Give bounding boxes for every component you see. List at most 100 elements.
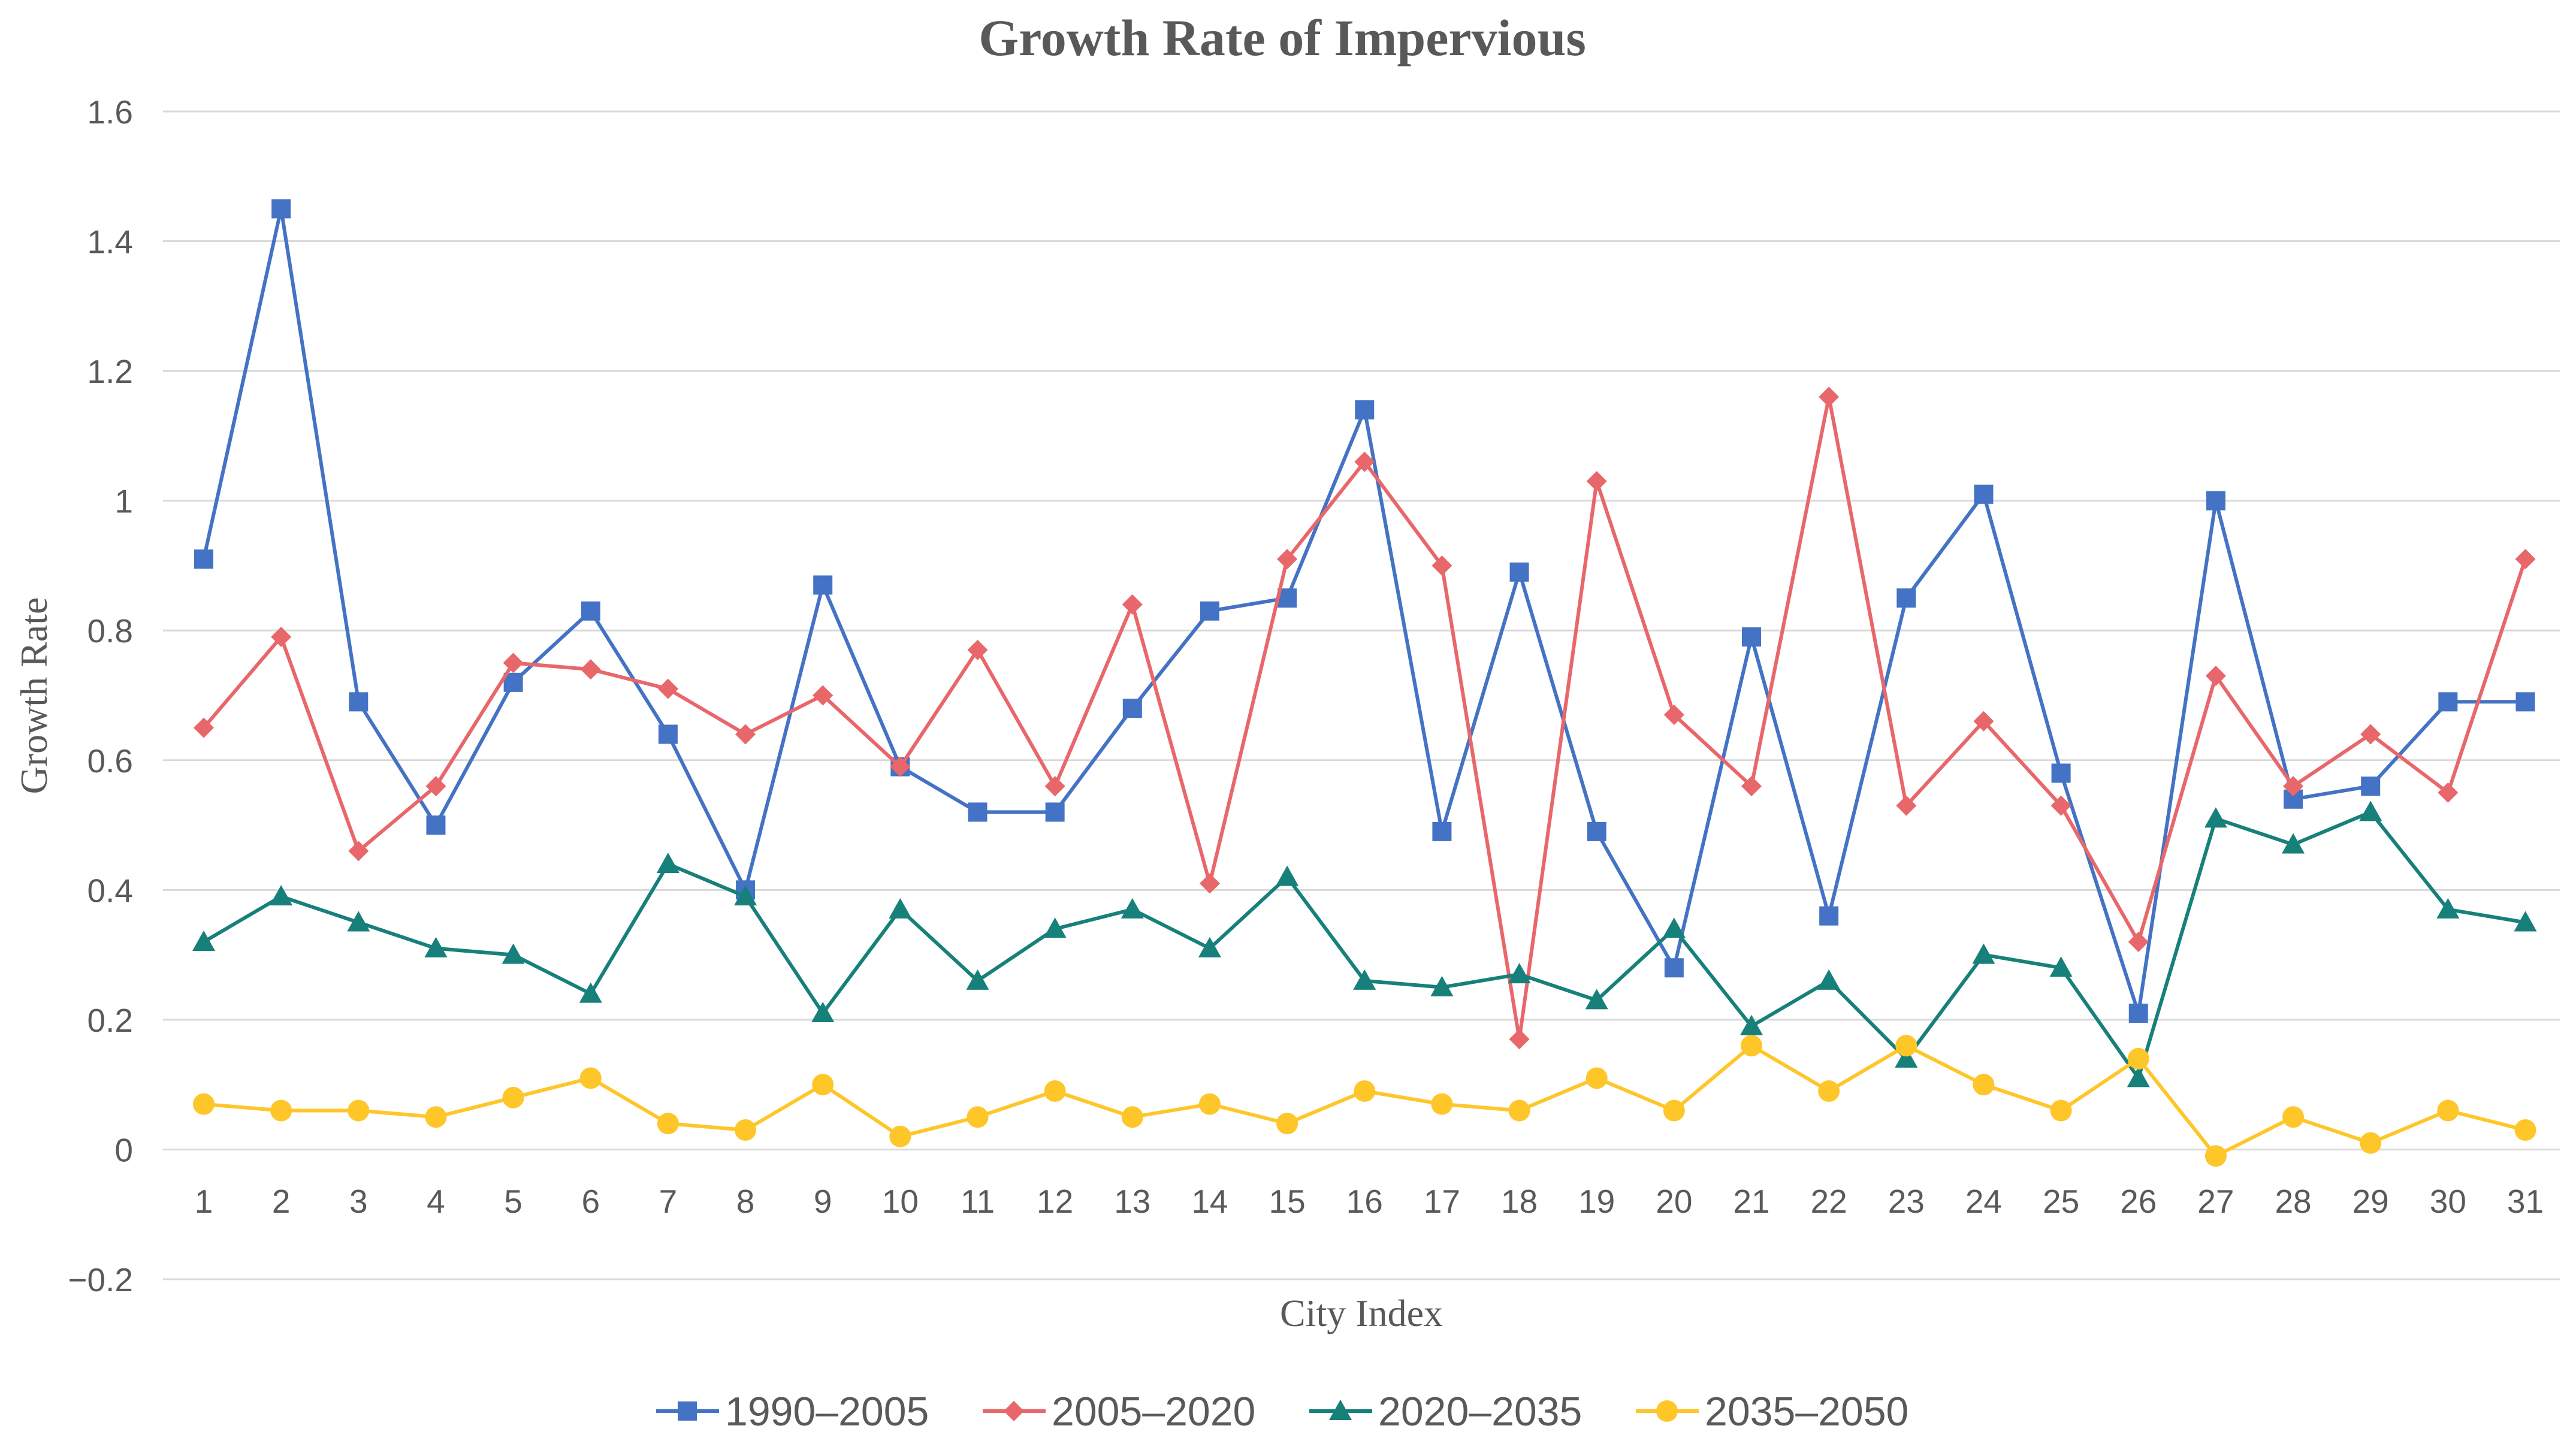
data-point (2437, 1099, 2459, 1122)
data-point (1974, 484, 1994, 504)
data-point (967, 1106, 989, 1128)
legend-item: 2035–2050 (1636, 1389, 1908, 1434)
data-point (2127, 1067, 2150, 1087)
data-point (502, 1086, 524, 1108)
data-point (1895, 1047, 1918, 1068)
x-tick-label: 7 (659, 1183, 678, 1220)
data-point (193, 1093, 215, 1115)
data-point (1354, 1080, 1376, 1102)
data-point (2361, 777, 2381, 796)
data-point (1742, 627, 1761, 647)
data-point (425, 776, 446, 797)
legend-item: 2005–2020 (983, 1389, 1255, 1434)
data-point (271, 199, 291, 219)
legend: 1990–2005 2005–2020 2020–2035 2035–2050 (656, 1389, 1908, 1434)
data-point (192, 930, 215, 951)
data-point (2049, 956, 2073, 977)
data-point (194, 549, 213, 569)
x-tick-label: 31 (2507, 1183, 2544, 1220)
legend-label: 2035–2050 (1705, 1389, 1908, 1434)
x-tick-label: 29 (2352, 1183, 2389, 1220)
x-tick-label: 9 (814, 1183, 832, 1220)
data-point (1740, 1014, 1763, 1035)
data-point (1818, 1080, 1840, 1102)
data-point (811, 1002, 835, 1023)
data-point (2206, 491, 2225, 510)
x-tick-label: 4 (427, 1183, 445, 1220)
data-point (2515, 549, 2536, 570)
x-tick-label: 5 (504, 1183, 523, 1220)
data-point (425, 1106, 447, 1128)
x-tick-label: 3 (349, 1183, 368, 1220)
series-3 (192, 800, 2537, 1087)
data-point (967, 639, 988, 660)
data-point (270, 885, 293, 906)
data-point (1121, 898, 1144, 919)
legend-marker (1656, 1400, 1678, 1422)
data-point (2282, 1106, 2305, 1128)
data-point (2127, 1047, 2149, 1070)
legend-label: 1990–2005 (725, 1389, 929, 1434)
x-tick-label: 1 (195, 1183, 213, 1220)
data-point (2438, 782, 2459, 803)
x-axis-title: City Index (1280, 1292, 1443, 1334)
legend-label: 2020–2035 (1378, 1389, 1582, 1434)
data-point (735, 724, 756, 745)
legend-marker (1329, 1400, 1352, 1420)
data-point (347, 911, 370, 932)
x-tick-label: 18 (1501, 1183, 1538, 1220)
data-point (579, 1067, 602, 1089)
data-point (658, 724, 678, 744)
y-tick-label: 0 (114, 1131, 133, 1168)
data-point (657, 678, 678, 699)
data-point (2283, 776, 2304, 797)
series-line (202, 207, 2526, 1016)
gridlines (163, 110, 2560, 1280)
data-point (2128, 931, 2149, 952)
data-point (2050, 1099, 2072, 1122)
y-tick-label: 0.4 (87, 872, 133, 909)
data-point (1741, 1035, 1762, 1057)
y-tick-label: 0.6 (87, 742, 133, 780)
data-point (890, 756, 911, 777)
data-point (1353, 969, 1376, 990)
data-point (1122, 594, 1143, 615)
series-4 (193, 1035, 2536, 1167)
data-point (1896, 588, 1916, 608)
data-point (1354, 451, 1375, 472)
x-tick-label: 14 (1191, 1183, 1228, 1220)
x-tick-label: 17 (1424, 1183, 1460, 1220)
data-point (1663, 704, 1684, 725)
data-point (2051, 763, 2071, 783)
data-point (579, 982, 602, 1003)
y-axis-ticks: −0.2 0 0.2 0.4 0.6 0.8 1 1.2 1.4 1.6 (68, 93, 133, 1298)
legend-label: 2005–2020 (1052, 1389, 1255, 1434)
data-point (2438, 692, 2458, 712)
data-point (1432, 821, 1452, 841)
data-point (968, 802, 987, 822)
x-tick-label: 13 (1114, 1183, 1150, 1220)
data-point (813, 575, 833, 595)
data-point (1431, 1093, 1453, 1115)
x-tick-label: 12 (1037, 1183, 1073, 1220)
data-point (502, 943, 525, 964)
x-axis-ticks: 1 2 3 4 5 6 7 8 9 10 11 12 13 14 15 16 17 18 19 20 21 22 23 24 2… (195, 1183, 2544, 1220)
x-tick-label: 21 (1733, 1183, 1769, 1220)
series-1 (194, 199, 2535, 1023)
data-point (1045, 802, 1065, 822)
data-point (426, 815, 446, 835)
data-point (1508, 963, 1531, 984)
data-point (889, 1125, 911, 1147)
x-tick-label: 22 (1811, 1183, 1847, 1220)
data-point (1044, 776, 1065, 797)
data-point (2204, 807, 2227, 828)
data-point (2514, 911, 2537, 932)
data-point (194, 717, 214, 738)
data-point (812, 1074, 834, 1096)
y-tick-label: 1.6 (87, 93, 133, 131)
x-tick-label: 11 (961, 1183, 995, 1220)
data-point (1508, 1099, 1530, 1122)
chart-title: Growth Rate of Impervious (979, 9, 1586, 67)
data-point (1122, 699, 1142, 718)
